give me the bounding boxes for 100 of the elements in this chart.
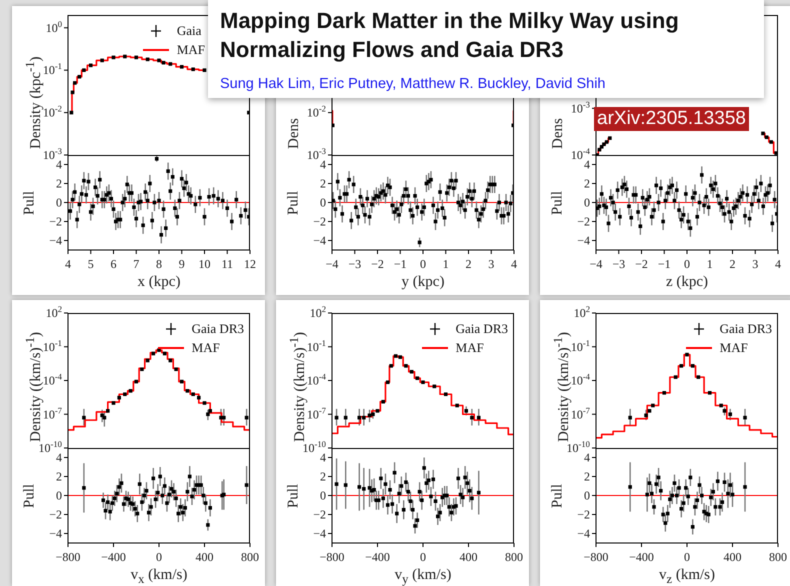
point — [172, 490, 176, 494]
x-tick-label: 400 — [196, 550, 214, 564]
point — [126, 498, 130, 502]
legend-label: MAF — [720, 339, 748, 357]
legend-label: MAF — [176, 41, 205, 59]
point — [720, 500, 724, 504]
point — [112, 56, 116, 60]
y-tick-label: 10$^{2}$ — [574, 304, 590, 320]
y-tick-label: 2 — [56, 176, 62, 190]
x-tick-label: 3 — [752, 257, 758, 271]
point — [138, 482, 142, 486]
point — [162, 60, 166, 65]
legend-label: Gaia DR3 — [456, 320, 508, 338]
point — [110, 501, 114, 505]
y-tick-label: 10$^{-7}$ — [42, 405, 63, 422]
point — [204, 501, 208, 505]
point — [334, 416, 338, 420]
point — [400, 484, 404, 488]
point — [730, 492, 734, 496]
x-axis-title: v$_{y}$ (km/s) — [394, 567, 452, 586]
y-tick-label: 10$^{-1}$ — [42, 338, 62, 354]
x-tick-label: 800 — [505, 550, 523, 564]
legend-label: MAF — [192, 339, 220, 357]
y-tick-label: 10$^{-7}$ — [570, 405, 591, 422]
x-tick-label: −3 — [348, 257, 362, 271]
point — [598, 148, 602, 152]
point — [761, 132, 765, 136]
point — [682, 501, 686, 505]
point — [413, 524, 417, 528]
point — [368, 414, 372, 418]
point — [362, 416, 366, 420]
x-tick-label: 800 — [769, 550, 787, 564]
point — [100, 58, 104, 62]
y-tick-label: −4 — [49, 526, 62, 540]
point — [133, 507, 137, 511]
point — [426, 478, 430, 482]
y-tick-label: −2 — [577, 508, 590, 522]
x-tick-label: −1 — [658, 257, 671, 271]
point — [645, 492, 649, 496]
point — [686, 494, 690, 498]
point — [206, 523, 210, 527]
point — [117, 485, 121, 489]
y-tick-label: 0 — [320, 488, 326, 502]
point — [202, 494, 206, 498]
point — [666, 512, 670, 516]
point — [134, 56, 138, 60]
point — [672, 481, 676, 485]
point — [101, 498, 106, 502]
point — [431, 478, 436, 482]
x-tick-label: 800 — [241, 550, 259, 564]
point — [743, 485, 747, 489]
point — [120, 481, 124, 485]
point — [70, 110, 74, 114]
x-tick-label: 1 — [706, 257, 713, 271]
point — [168, 62, 172, 66]
point — [674, 494, 679, 498]
point — [82, 416, 86, 420]
point — [711, 490, 715, 494]
y-tick-label: −4 — [49, 234, 62, 248]
legend-label: Gaia DR3 — [720, 320, 772, 338]
point — [362, 487, 366, 491]
point — [418, 490, 422, 494]
point — [466, 481, 470, 485]
text: Mapping Dark Matter in the Milky Way using Normalizing Flows and Gaia DR3 — [220, 7, 680, 64]
x-tick-label: 9 — [178, 257, 185, 271]
point — [136, 512, 140, 516]
point — [176, 512, 180, 516]
x-axis-title: y (kpc) — [402, 274, 444, 291]
point — [420, 498, 424, 502]
point — [656, 476, 660, 480]
y-tick-label: 10$^{-1}$ — [42, 61, 62, 78]
point — [206, 412, 210, 416]
point — [670, 494, 674, 498]
point — [429, 494, 433, 498]
point — [659, 488, 663, 493]
point — [88, 64, 93, 68]
x-tick-label: 400 — [724, 550, 742, 564]
point — [123, 54, 127, 58]
x-tick-label: 4 — [775, 257, 781, 271]
x-axis-title: v$_{z}$ (km/s) — [659, 567, 715, 586]
point — [165, 501, 169, 505]
x-axis-title: v$_{x}$ (km/s) — [130, 567, 188, 586]
y-tick-label: −2 — [49, 508, 62, 522]
y-tick-label: 2 — [56, 470, 62, 484]
point — [438, 510, 442, 514]
annotation: arXiv:2305.13358 — [594, 107, 749, 131]
point — [157, 58, 161, 62]
point — [112, 496, 116, 500]
y-axis-title: Dens — [285, 118, 303, 149]
y-tick-label: −4 — [577, 234, 590, 248]
point — [693, 505, 697, 509]
point — [454, 504, 458, 508]
x-tick-label: 7 — [133, 257, 140, 271]
x-tick-label: −400 — [101, 550, 126, 564]
point — [344, 416, 348, 420]
point — [650, 492, 654, 496]
point — [152, 476, 156, 480]
x-tick-label: 0 — [156, 550, 162, 564]
y-tick-label: 0 — [584, 196, 590, 210]
point — [392, 470, 396, 474]
